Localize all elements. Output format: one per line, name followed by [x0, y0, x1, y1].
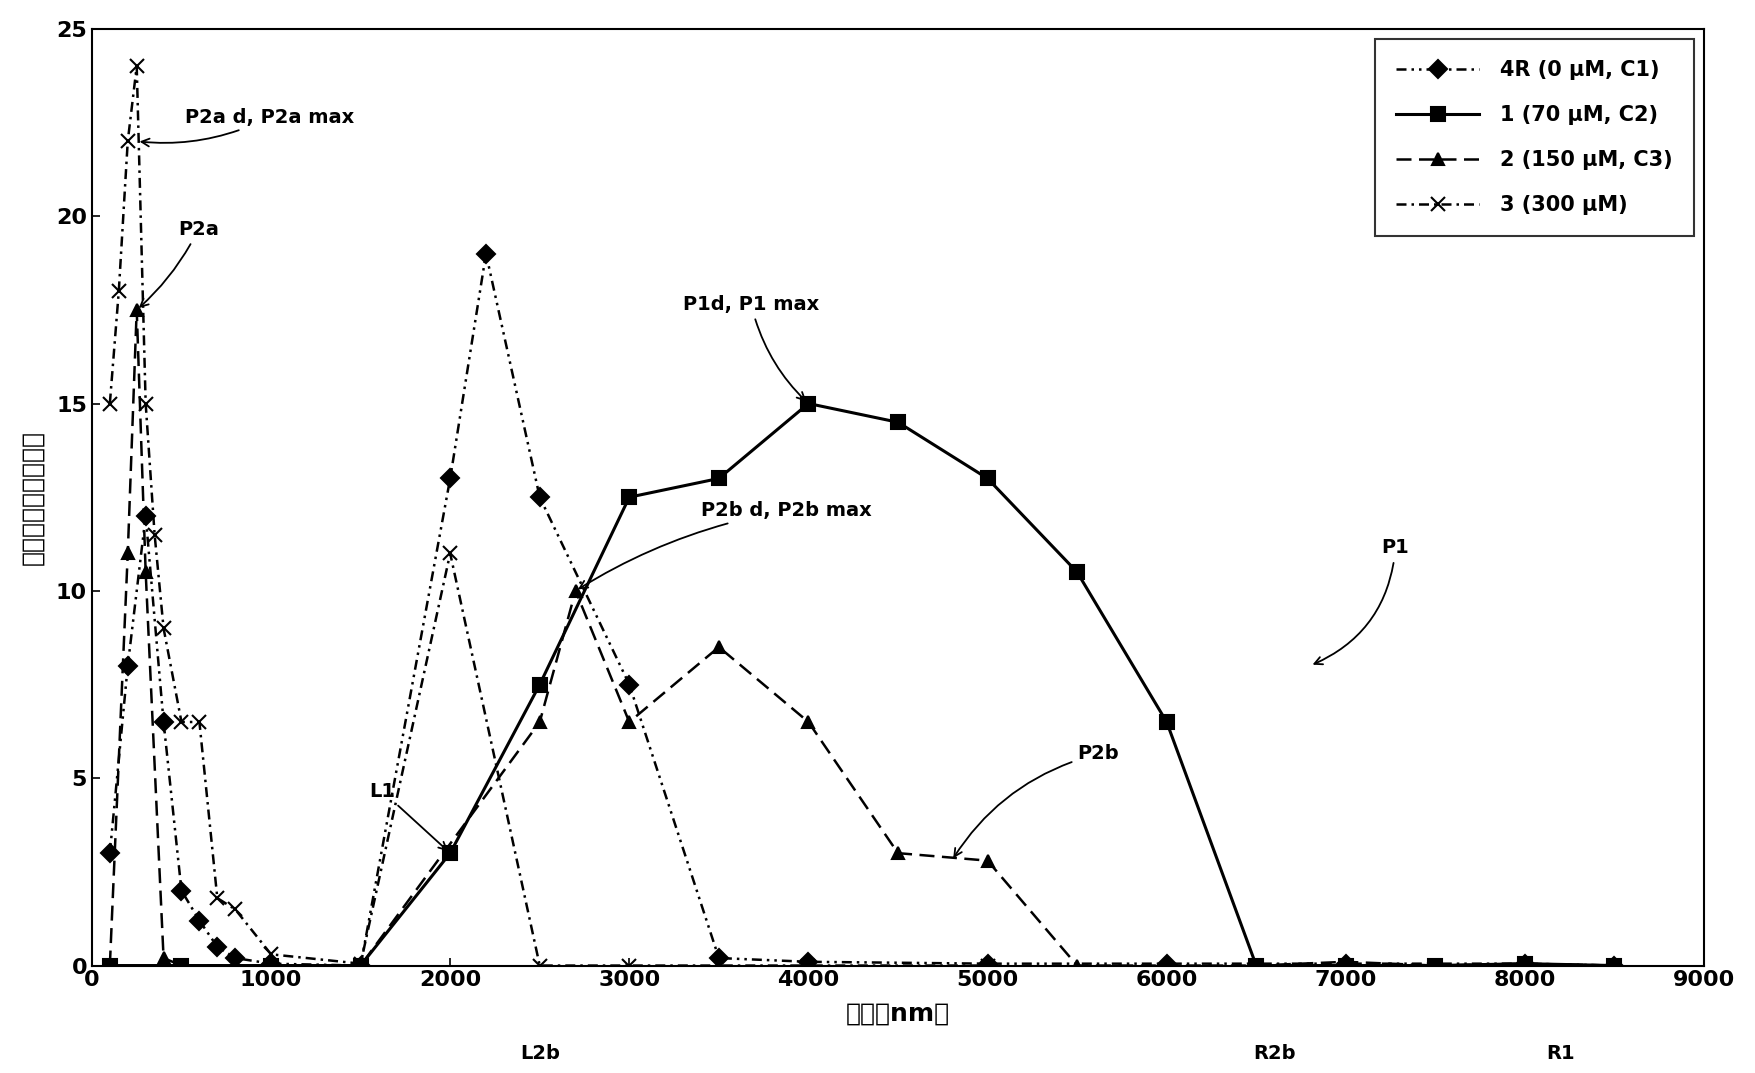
Text: R1: R1 [1546, 1044, 1574, 1063]
1 (70 μM, C2) [528, 678, 549, 691]
3 (300 μM) [349, 957, 370, 970]
Text: P2b d, P2b max: P2b d, P2b max [579, 501, 870, 588]
3 (300 μM) [153, 622, 174, 635]
3 (300 μM) [135, 397, 156, 410]
2 (150 μM, C3) [170, 959, 191, 972]
3 (300 μM) [439, 547, 460, 560]
3 (300 μM) [207, 892, 228, 905]
Text: P1: P1 [1314, 539, 1409, 664]
1 (70 μM, C2) [1513, 957, 1534, 970]
Line: 4R (0 μM, C1): 4R (0 μM, C1) [104, 248, 1620, 972]
1 (70 μM, C2) [1155, 716, 1176, 729]
4R (0 μM, C1) [190, 914, 211, 927]
2 (150 μM, C3) [260, 959, 281, 972]
2 (150 μM, C3) [118, 547, 139, 560]
2 (150 μM, C3) [976, 854, 997, 867]
2 (150 μM, C3) [153, 952, 174, 965]
X-axis label: 粒径［nm］: 粒径［nm］ [846, 1001, 949, 1026]
1 (70 μM, C2) [618, 490, 639, 503]
3 (300 μM) [144, 528, 165, 541]
4R (0 μM, C1) [153, 716, 174, 729]
2 (150 μM, C3) [1334, 955, 1355, 968]
Text: P1d, P1 max: P1d, P1 max [683, 295, 820, 400]
4R (0 μM, C1) [1602, 959, 1623, 972]
2 (150 μM, C3) [1602, 959, 1623, 972]
3 (300 μM) [190, 716, 211, 729]
2 (150 μM, C3) [1244, 959, 1265, 972]
4R (0 μM, C1) [1334, 957, 1355, 970]
4R (0 μM, C1) [1513, 957, 1534, 970]
Text: L2b: L2b [519, 1044, 560, 1063]
3 (300 μM) [618, 959, 639, 972]
2 (150 μM, C3) [528, 716, 549, 729]
1 (70 μM, C2) [707, 472, 728, 485]
1 (70 μM, C2) [976, 472, 997, 485]
2 (150 μM, C3) [1065, 959, 1086, 972]
4R (0 μM, C1) [349, 959, 370, 972]
1 (70 μM, C2) [1065, 565, 1086, 578]
2 (150 μM, C3) [886, 847, 907, 859]
3 (300 μM) [118, 135, 139, 148]
2 (150 μM, C3) [100, 959, 121, 972]
3 (300 μM) [225, 902, 246, 915]
4R (0 μM, C1) [118, 660, 139, 673]
4R (0 μM, C1) [170, 884, 191, 897]
2 (150 μM, C3) [707, 641, 728, 653]
Y-axis label: 散射強度分布［％］: 散射強度分布［％］ [21, 429, 46, 564]
Text: P2a: P2a [140, 220, 219, 307]
Line: 1 (70 μM, C2): 1 (70 μM, C2) [104, 397, 1620, 972]
2 (150 μM, C3) [1513, 957, 1534, 970]
3 (300 μM) [707, 959, 728, 972]
2 (150 μM, C3) [349, 959, 370, 972]
1 (70 μM, C2) [1602, 959, 1623, 972]
Legend: 4R (0 μM, C1), 1 (70 μM, C2), 2 (150 μM, C3), 3 (300 μM): 4R (0 μM, C1), 1 (70 μM, C2), 2 (150 μM,… [1374, 40, 1692, 236]
Text: R2b: R2b [1251, 1044, 1295, 1063]
Text: L1: L1 [369, 782, 446, 850]
4R (0 μM, C1) [476, 247, 497, 260]
3 (300 μM) [797, 959, 818, 972]
4R (0 μM, C1) [528, 490, 549, 503]
1 (70 μM, C2) [260, 959, 281, 972]
3 (300 μM) [976, 959, 997, 972]
4R (0 μM, C1) [707, 952, 728, 965]
2 (150 μM, C3) [126, 304, 147, 317]
3 (300 μM) [100, 397, 121, 410]
2 (150 μM, C3) [565, 585, 586, 598]
1 (70 μM, C2) [439, 847, 460, 859]
2 (150 μM, C3) [1155, 959, 1176, 972]
4R (0 μM, C1) [100, 847, 121, 859]
3 (300 μM) [109, 284, 130, 297]
2 (150 μM, C3) [135, 565, 156, 578]
1 (70 μM, C2) [797, 397, 818, 410]
4R (0 μM, C1) [618, 678, 639, 691]
3 (300 μM) [260, 947, 281, 960]
3 (300 μM) [528, 959, 549, 972]
4R (0 μM, C1) [225, 952, 246, 965]
4R (0 μM, C1) [1155, 957, 1176, 970]
Text: P2b: P2b [953, 745, 1118, 856]
4R (0 μM, C1) [797, 955, 818, 968]
Text: P2a d, P2a max: P2a d, P2a max [142, 107, 355, 146]
4R (0 μM, C1) [260, 957, 281, 970]
3 (300 μM) [170, 716, 191, 729]
3 (300 μM) [126, 60, 147, 73]
1 (70 μM, C2) [100, 959, 121, 972]
4R (0 μM, C1) [976, 957, 997, 970]
4R (0 μM, C1) [135, 510, 156, 523]
Line: 3 (300 μM): 3 (300 μM) [104, 59, 993, 972]
1 (70 μM, C2) [886, 416, 907, 429]
2 (150 μM, C3) [797, 716, 818, 729]
1 (70 μM, C2) [1244, 959, 1265, 972]
1 (70 μM, C2) [1423, 959, 1444, 972]
1 (70 μM, C2) [349, 959, 370, 972]
Line: 2 (150 μM, C3): 2 (150 μM, C3) [104, 304, 1620, 972]
1 (70 μM, C2) [1334, 959, 1355, 972]
2 (150 μM, C3) [1423, 959, 1444, 972]
2 (150 μM, C3) [618, 716, 639, 729]
4R (0 μM, C1) [207, 940, 228, 953]
1 (70 μM, C2) [170, 959, 191, 972]
4R (0 μM, C1) [439, 472, 460, 485]
